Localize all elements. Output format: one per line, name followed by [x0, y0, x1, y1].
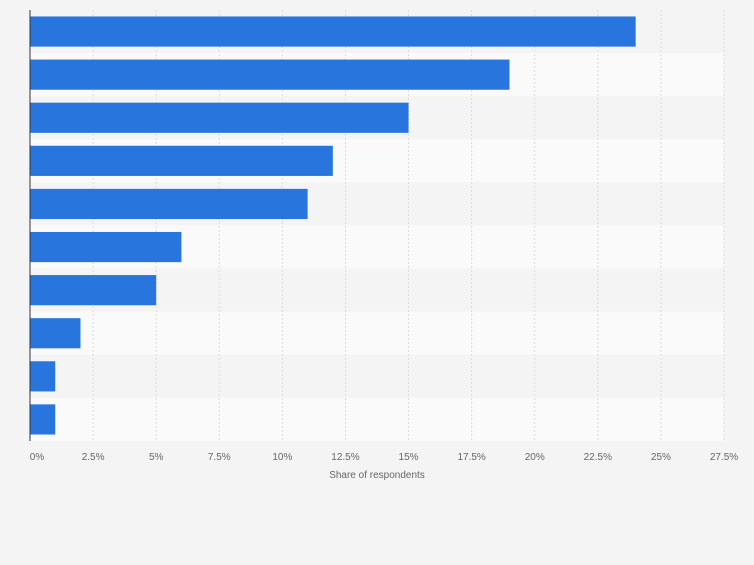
x-tick-labels: 0% 2.5% 5% 7.5% 10% 12.5% 15% 17.5% 20% 22.5% 25% 2…	[30, 452, 739, 463]
bar[interactable]	[30, 275, 157, 306]
bar[interactable]	[30, 145, 333, 176]
bar[interactable]	[30, 59, 510, 90]
bar[interactable]	[30, 102, 409, 133]
bar[interactable]	[30, 231, 182, 263]
x-tick-label: 0%	[30, 452, 45, 463]
bar[interactable]	[30, 16, 636, 47]
x-tick-label: 7.5%	[208, 452, 231, 463]
bar[interactable]	[30, 188, 308, 220]
x-tick-label: 27.5%	[710, 452, 738, 463]
row-band	[30, 397, 724, 441]
x-tick-label: 20%	[525, 452, 545, 463]
bar[interactable]	[30, 361, 56, 392]
bars	[30, 16, 636, 435]
row-band	[30, 354, 724, 398]
row-band	[30, 311, 724, 355]
x-tick-label: 22.5%	[584, 452, 612, 463]
x-axis-title: Share of respondents	[329, 470, 425, 481]
x-tick-label: 15%	[399, 452, 419, 463]
x-tick-label: 2.5%	[82, 452, 105, 463]
bar[interactable]	[30, 318, 81, 349]
x-tick-label: 10%	[272, 452, 292, 463]
x-tick-label: 17.5%	[457, 452, 485, 463]
x-tick-label: 25%	[651, 452, 671, 463]
bar[interactable]	[30, 404, 56, 435]
x-tick-label: 12.5%	[331, 452, 359, 463]
x-tick-label: 5%	[149, 452, 164, 463]
